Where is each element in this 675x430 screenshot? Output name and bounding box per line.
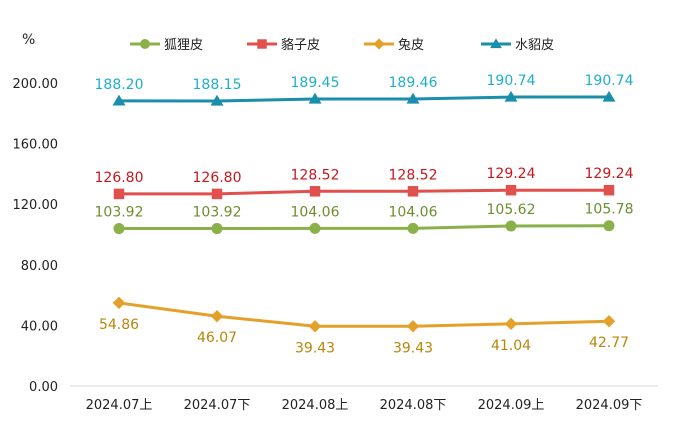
- series-line: [117, 301, 611, 328]
- data-point: [407, 186, 419, 197]
- series-line: [117, 188, 611, 196]
- legend-marker: [373, 38, 385, 50]
- data-point: [602, 90, 616, 102]
- data-label: 126.80: [95, 170, 144, 186]
- data-point: [112, 94, 126, 106]
- x-tick-label: 2024.07上: [86, 398, 153, 413]
- series-3: [112, 90, 616, 106]
- data-point: [210, 94, 224, 106]
- data-label: 46.07: [197, 330, 237, 346]
- data-labels: 103.92 103.92 104.06 104.06 105.62 105.78 126.…: [95, 73, 634, 356]
- x-axis-ticks: 2024.07上 2024.07下 2024.08上 2024.08下 2024.09上…: [86, 398, 643, 413]
- data-point: [602, 315, 616, 328]
- data-label: 189.46: [389, 75, 438, 91]
- data-label: 103.92: [193, 205, 242, 221]
- data-label: 104.06: [389, 204, 438, 220]
- data-point: [505, 184, 517, 196]
- data-label: 190.74: [487, 73, 536, 89]
- data-point: [407, 222, 419, 234]
- data-point: [211, 188, 223, 200]
- y-tick-label: 200.00: [13, 77, 59, 92]
- data-label: 189.45: [291, 75, 340, 91]
- data-point: [112, 296, 126, 310]
- y-tick-label: 0.00: [29, 380, 58, 395]
- data-point: [504, 90, 518, 102]
- data-point: [406, 92, 420, 104]
- data-label: 54.86: [99, 317, 139, 333]
- legend-label: 貉子皮: [281, 37, 320, 53]
- y-tick-label: 80.00: [21, 259, 58, 274]
- data-point: [603, 184, 615, 196]
- data-point: [308, 320, 322, 333]
- data-point: [309, 186, 321, 197]
- y-tick-label: 40.00: [21, 319, 58, 334]
- data-label: 188.20: [95, 77, 144, 93]
- data-label: 39.43: [393, 340, 433, 356]
- data-point: [113, 188, 125, 200]
- series-line: [117, 95, 611, 103]
- series-2: [112, 296, 616, 333]
- data-label: 129.24: [585, 166, 634, 182]
- data-label: 105.78: [585, 202, 634, 218]
- data-label: 128.52: [389, 167, 438, 183]
- data-label: 39.43: [295, 340, 335, 356]
- y-axis-unit-label: %: [22, 32, 35, 48]
- data-point: [504, 317, 518, 331]
- data-point: [603, 220, 615, 232]
- data-label: 190.74: [585, 73, 634, 89]
- legend-marker: [257, 39, 267, 49]
- data-point: [113, 223, 125, 235]
- data-label: 128.52: [291, 167, 340, 183]
- x-tick-label: 2024.08上: [282, 398, 349, 413]
- series-layer: [112, 90, 616, 333]
- legend: 狐狸皮 貉子皮 兔皮 水貂皮: [130, 37, 554, 53]
- series-line: [117, 224, 611, 231]
- legend-marker: [140, 39, 150, 49]
- legend-label: 狐狸皮: [164, 38, 203, 53]
- x-tick-label: 2024.09上: [478, 398, 545, 413]
- data-point: [308, 92, 322, 104]
- legend-item: 水貂皮: [481, 38, 554, 53]
- x-tick-label: 2024.09下: [576, 398, 643, 413]
- y-tick-label: 120.00: [13, 198, 59, 213]
- x-tick-label: 2024.07下: [184, 398, 251, 413]
- data-label: 42.77: [589, 335, 629, 351]
- series-1: [113, 184, 615, 200]
- data-point: [406, 320, 420, 333]
- legend-item: 兔皮: [364, 38, 424, 53]
- data-label: 103.92: [95, 205, 144, 221]
- legend-item: 狐狸皮: [130, 38, 203, 53]
- data-point: [505, 220, 517, 232]
- legend-label: 兔皮: [398, 38, 424, 53]
- legend-marker: [490, 38, 502, 49]
- data-label: 105.62: [487, 202, 536, 218]
- y-axis-ticks: 0.00 40.00 80.00 120.00 160.00 200.00: [13, 77, 59, 395]
- legend-label: 水貂皮: [515, 38, 554, 53]
- x-tick-label: 2024.08下: [380, 398, 447, 413]
- legend-item: 貉子皮: [247, 37, 320, 53]
- data-label: 129.24: [487, 166, 536, 182]
- data-label: 126.80: [193, 170, 242, 186]
- y-tick-label: 160.00: [13, 138, 59, 153]
- data-point: [309, 222, 321, 234]
- data-label: 41.04: [491, 338, 531, 354]
- data-point: [211, 223, 223, 235]
- series-0: [113, 220, 615, 235]
- data-point: [210, 310, 224, 323]
- data-label: 104.06: [291, 204, 340, 220]
- data-label: 188.15: [193, 77, 242, 93]
